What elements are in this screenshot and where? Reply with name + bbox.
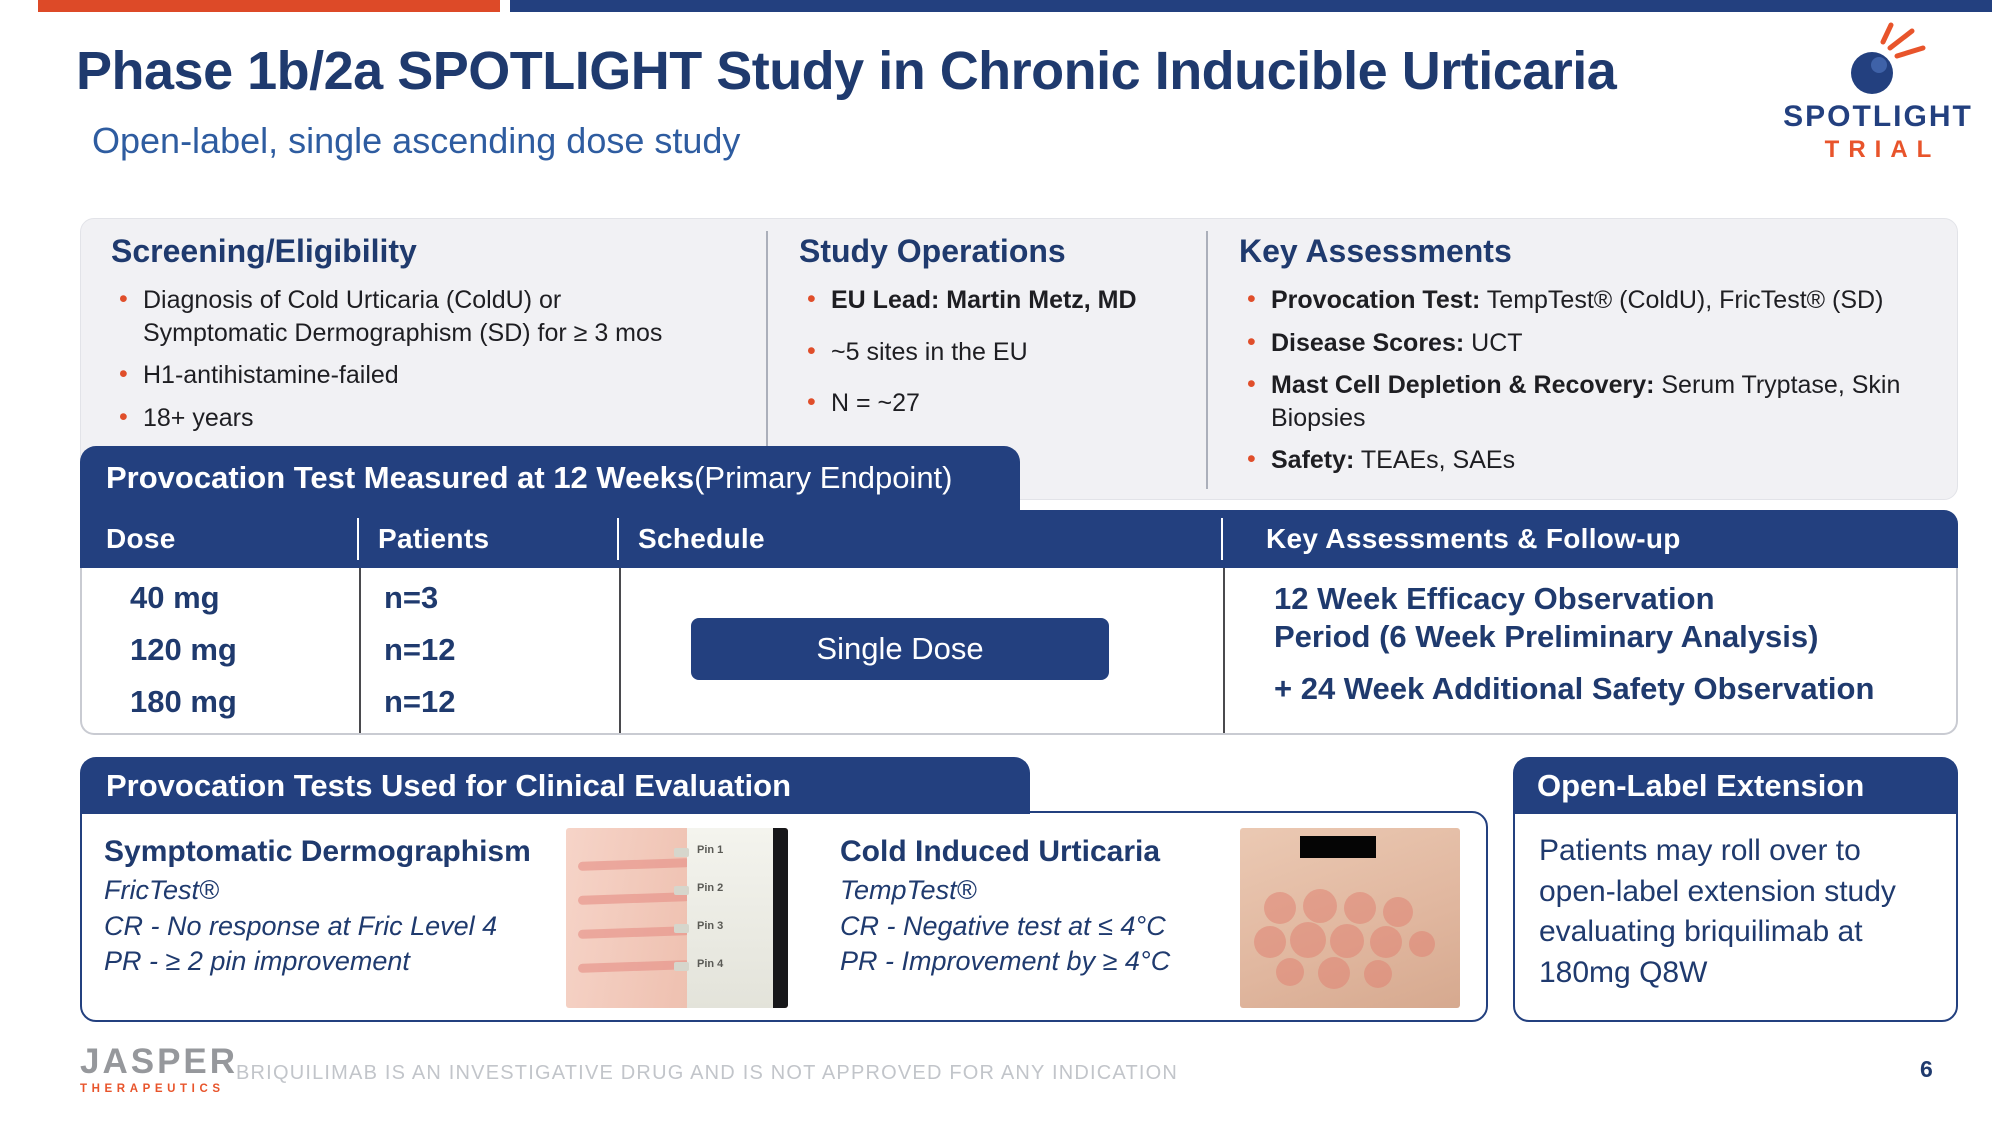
dose-value: 180 mg [130,684,237,719]
temptest-photo [1240,828,1460,1008]
bullet-item: Safety: TEAEs, SAEs [1239,443,1945,477]
cold-induced-urticaria-block: Cold Induced Urticaria TempTest® CR - Ne… [840,835,1280,980]
operations-bullet-list: EU Lead: Martin Metz, MD ~5 sites in the… [799,283,1199,420]
censor-bar [1300,836,1376,858]
section-heading-operations: Study Operations [799,233,1066,269]
dose-table-body: 40 mg 120 mg 180 mg n=3 n=12 n=12 Single… [80,568,1958,735]
open-label-extension-box: Patients may roll over to open-label ext… [1513,811,1958,1022]
dose-table-header: Dose Patients Schedule Key Assessments &… [80,510,1958,568]
pin-label: Pin 4 [697,958,724,970]
assessments-bullet-list: Provocation Test: TempTest® (ColdU), Fri… [1239,283,1945,477]
followup-line: Period (6 Week Preliminary Analysis) [1274,618,1819,654]
followup-line: + 24 Week Additional Safety Observation [1274,670,1875,706]
endpoint-banner-bold-text: Provocation Test Measured at 12 Weeks [106,460,695,495]
patients-value: n=12 [384,684,456,719]
pin-nub [674,924,689,933]
single-dose-badge: Single Dose [691,618,1109,680]
provocation-tests-banner: Provocation Tests Used for Clinical Eval… [80,757,1030,814]
column-header-dose: Dose [106,523,176,554]
body-divider [1223,568,1225,733]
provocation-tests-box: Symptomatic Dermographism FricTest® CR -… [80,811,1488,1022]
followup-cell: 12 Week Efficacy Observation Period (6 W… [1274,580,1964,707]
pin-nub [674,848,689,857]
open-label-extension-banner: Open-Label Extension [1513,757,1958,814]
endpoint-banner-normal-text: (Primary Endpoint) [694,460,953,495]
dose-value: 120 mg [130,632,237,667]
column-header-patients: Patients [378,523,490,554]
header-divider [357,518,359,560]
pin-nub [674,886,689,895]
bullet-item: ~5 sites in the EU [799,335,1199,369]
bullet-item: EU Lead: Martin Metz, MD [799,283,1199,317]
bullet-item: N = ~27 [799,386,1199,420]
followup-line: 12 Week Efficacy Observation [1274,581,1715,616]
skin-wheals-graphic [1254,889,1435,989]
pin-label: Pin 1 [697,844,724,856]
test-line: CR - Negative test at ≤ 4°C [840,910,1166,941]
test-line: FricTest® [104,875,219,905]
bullet-item: 18+ years [111,401,701,435]
jasper-therapeutics-logo: JASPER THERAPEUTICS [80,1044,260,1095]
column-divider [1206,231,1208,489]
header-divider [617,518,619,560]
jasper-logo-subtitle: THERAPEUTICS [80,1083,225,1095]
test-line: PR - Improvement by ≥ 4°C [840,946,1171,977]
test-title: Cold Induced Urticaria [840,835,1161,868]
pin-row: Pin 4 [674,956,773,978]
column-header-followup: Key Assessments & Follow-up [1266,523,1681,554]
top-accent-bar-left [38,0,500,12]
pin-row: Pin 2 [674,880,773,902]
top-accent-bar-right [510,0,1992,12]
test-title: Symptomatic Dermographism [104,835,531,868]
test-line: CR - No response at Fric Level 4 [104,910,498,941]
screening-bullet-list: Diagnosis of Cold Urticaria (ColdU) or S… [111,283,701,435]
bullet-item: Diagnosis of Cold Urticaria (ColdU) or S… [111,283,701,349]
bullet-item: Disease Scores: UCT [1239,326,1945,360]
pin-row: Pin 1 [674,842,773,864]
section-heading-screening: Screening/Eligibility [111,233,417,269]
jasper-logo-name: JASPER [80,1042,239,1081]
frictest-device: Pin 1 Pin 2 Pin 3 Pin 4 [674,828,773,1008]
page-number: 6 [1920,1056,1933,1082]
key-assessments-section: Key Assessments Provocation Test: TempTe… [1239,233,1945,487]
column-header-schedule: Schedule [638,523,765,554]
pin-row: Pin 3 [674,918,773,940]
pin-label: Pin 2 [697,882,724,894]
tests-banner-text: Provocation Tests Used for Clinical Eval… [106,767,792,803]
header-divider [1221,518,1223,560]
study-operations-section: Study Operations EU Lead: Martin Metz, M… [799,233,1199,439]
extension-body-text: Patients may roll over to open-label ext… [1539,834,1896,989]
photo-dark-edge [773,828,788,1008]
spotlight-icon [1851,22,1926,94]
dose-value: 40 mg [130,580,220,615]
body-divider [359,568,361,733]
bullet-item: H1-antihistamine-failed [111,358,701,392]
test-line: TempTest® [840,875,977,905]
page-subtitle: Open-label, single ascending dose study [92,120,741,161]
screening-eligibility-section: Screening/Eligibility Diagnosis of Cold … [111,233,701,444]
column-divider [766,231,768,449]
bullet-item: Provocation Test: TempTest® (ColdU), Fri… [1239,283,1945,317]
trial-logo-sub: TRIAL [1824,136,1941,163]
body-divider [619,568,621,733]
primary-endpoint-banner: Provocation Test Measured at 12 Weeks (P… [80,446,1020,510]
patients-value: n=3 [384,580,439,615]
pin-label: Pin 3 [697,920,724,932]
symptomatic-dermographism-block: Symptomatic Dermographism FricTest® CR -… [104,835,564,980]
trial-logo-name: SPOTLIGHT [1783,100,1973,133]
bullet-item: Mast Cell Depletion & Recovery: Serum Tr… [1239,368,1945,434]
frictest-photo: Pin 1 Pin 2 Pin 3 Pin 4 [566,828,788,1008]
patients-value: n=12 [384,632,456,667]
page-title: Phase 1b/2a SPOTLIGHT Study in Chronic I… [76,41,1617,101]
test-line: PR - ≥ 2 pin improvement [104,946,410,977]
extension-banner-text: Open-Label Extension [1537,767,1865,803]
footer-disclaimer: BRIQUILIMAB IS AN INVESTIGATIVE DRUG AND… [236,1062,1179,1084]
pin-nub [674,962,689,971]
spotlight-trial-logo: SPOTLIGHT TRIAL [1772,22,1984,164]
section-heading-assessments: Key Assessments [1239,233,1512,269]
